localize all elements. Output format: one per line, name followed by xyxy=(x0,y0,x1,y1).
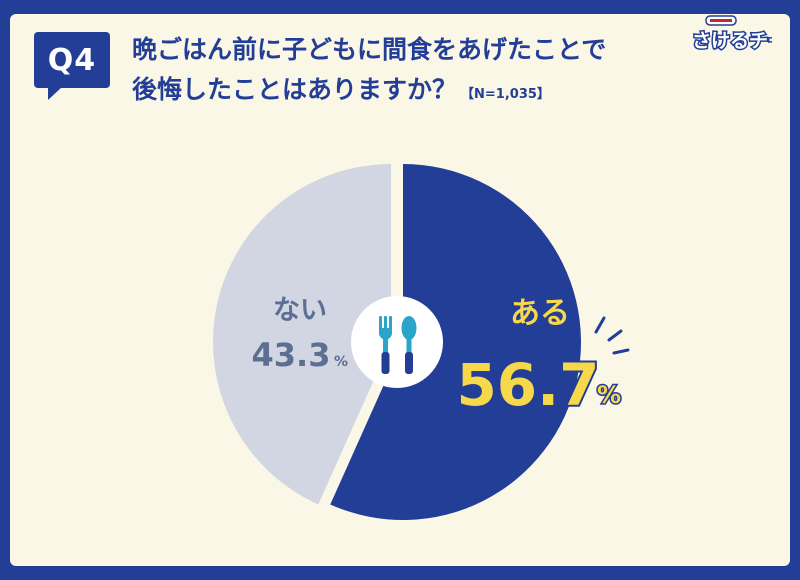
no-unit: % xyxy=(334,354,348,370)
yes-value: 56.7 xyxy=(456,351,599,419)
burst-ray xyxy=(612,348,630,355)
spoon-icon xyxy=(401,316,417,374)
burst-rays xyxy=(594,316,630,355)
question-title: 晩ごはん前に子どもに間食をあげたことで 後悔したことはありますか？ 【N=1,03… xyxy=(132,30,672,115)
sample-size: 【N=1,035】 xyxy=(461,87,550,102)
question-line-1: 晩ごはん前に子どもに間食をあげたことで xyxy=(132,35,607,64)
question-number: Q4 xyxy=(47,42,97,78)
no-label: ない xyxy=(273,295,327,326)
pie-slice-no xyxy=(213,164,391,505)
burst-ray xyxy=(607,329,623,342)
question-line-2: 後悔したことはありますか？ 【N=1,035】 xyxy=(132,70,672,115)
question-line-2-text: 後悔したことはありますか？ xyxy=(132,75,458,104)
center-disc xyxy=(351,296,443,388)
question-badge: Q4 xyxy=(34,32,110,100)
badge-tail xyxy=(48,87,62,100)
burst-ray xyxy=(594,316,606,334)
yes-unit: % xyxy=(597,381,621,409)
pie-slice-yes xyxy=(330,164,581,520)
no-value: 43.3 xyxy=(252,336,331,374)
pie-slices xyxy=(213,164,581,520)
yes-label: ある xyxy=(510,296,570,331)
fork-icon xyxy=(379,316,392,374)
brand-logo: さけるチーズ xyxy=(691,15,772,52)
logo-text: さけるチーズ xyxy=(692,29,772,52)
